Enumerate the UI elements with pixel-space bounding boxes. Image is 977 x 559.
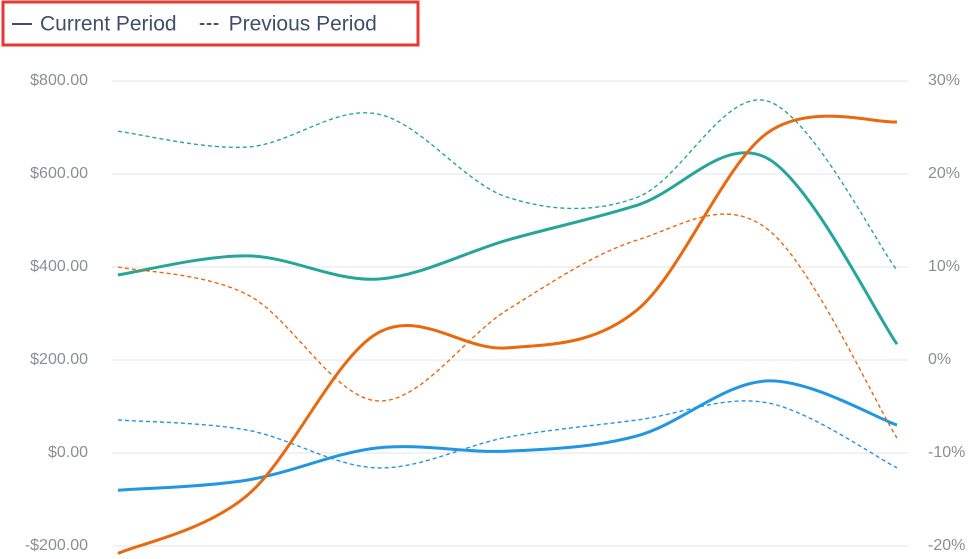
y-tick-label: $800.00 <box>30 72 88 89</box>
line-series <box>117 213 898 439</box>
line-series <box>117 99 898 271</box>
y-tick-label: $600.00 <box>30 165 88 182</box>
y2-tick-label: -20% <box>928 537 965 554</box>
y2-tick-label: 30% <box>928 72 960 89</box>
y2-tick-label: 0% <box>928 351 951 368</box>
y-tick-label: $200.00 <box>30 351 88 368</box>
line-series <box>117 379 898 492</box>
y-tick-label: $400.00 <box>30 258 88 275</box>
legend-box <box>1 0 420 47</box>
line-series <box>117 114 898 555</box>
line-series <box>117 400 898 469</box>
y-tick-label: -$200.00 <box>25 537 88 554</box>
line-series <box>117 151 899 346</box>
y2-tick-label: 20% <box>928 165 960 182</box>
legend-label: Previous Period <box>229 13 377 36</box>
legend-label: Current Period <box>40 13 177 36</box>
y-tick-label: $0.00 <box>48 444 88 461</box>
y2-tick-label: -10% <box>928 444 965 461</box>
y2-tick-label: 10% <box>928 258 960 275</box>
